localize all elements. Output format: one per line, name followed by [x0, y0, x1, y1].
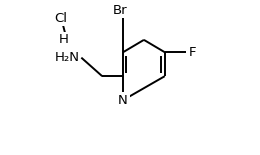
Text: Br: Br: [113, 4, 127, 17]
Text: Cl: Cl: [55, 12, 68, 25]
Text: N: N: [118, 94, 128, 107]
Text: H₂N: H₂N: [55, 51, 80, 64]
Text: H: H: [58, 33, 68, 46]
Text: F: F: [189, 46, 196, 59]
